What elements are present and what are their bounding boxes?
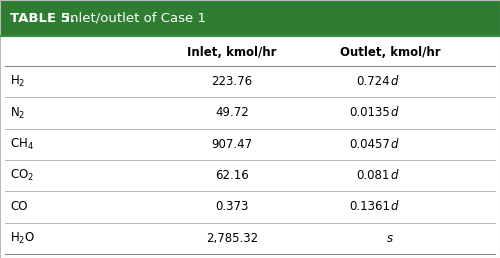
Text: N$_2$: N$_2$ <box>10 106 26 120</box>
Text: CO: CO <box>10 200 28 214</box>
Text: H$_2$O: H$_2$O <box>10 231 35 246</box>
Text: CH$_4$: CH$_4$ <box>10 137 34 152</box>
Text: d: d <box>390 138 398 151</box>
Text: 0.0135: 0.0135 <box>349 107 390 119</box>
Text: 0.081: 0.081 <box>356 169 390 182</box>
Text: Inlet/outlet of Case 1: Inlet/outlet of Case 1 <box>62 12 206 25</box>
Text: CO$_2$: CO$_2$ <box>10 168 34 183</box>
Text: 0.1361: 0.1361 <box>349 200 390 214</box>
Bar <box>0 0 500 36</box>
Text: Inlet, kmol/hr: Inlet, kmol/hr <box>187 46 277 60</box>
Text: 223.76: 223.76 <box>212 75 252 88</box>
Text: TABLE 5. Inlet/outlet of Case 1: TABLE 5. Inlet/outlet of Case 1 <box>10 12 237 25</box>
Text: H$_2$: H$_2$ <box>10 74 26 89</box>
Text: 49.72: 49.72 <box>215 107 249 119</box>
Text: 62.16: 62.16 <box>215 169 249 182</box>
Text: d: d <box>390 169 398 182</box>
Text: 907.47: 907.47 <box>212 138 252 151</box>
Text: Outlet, kmol/hr: Outlet, kmol/hr <box>340 46 440 60</box>
Text: 2,785.32: 2,785.32 <box>206 232 258 245</box>
Text: 0.373: 0.373 <box>216 200 248 214</box>
Text: 0.724: 0.724 <box>356 75 390 88</box>
Text: d: d <box>390 75 398 88</box>
Text: d: d <box>390 200 398 214</box>
Text: 0.0457: 0.0457 <box>349 138 390 151</box>
Text: TABLE 5.: TABLE 5. <box>10 12 75 25</box>
Text: s: s <box>387 232 393 245</box>
Text: d: d <box>390 107 398 119</box>
